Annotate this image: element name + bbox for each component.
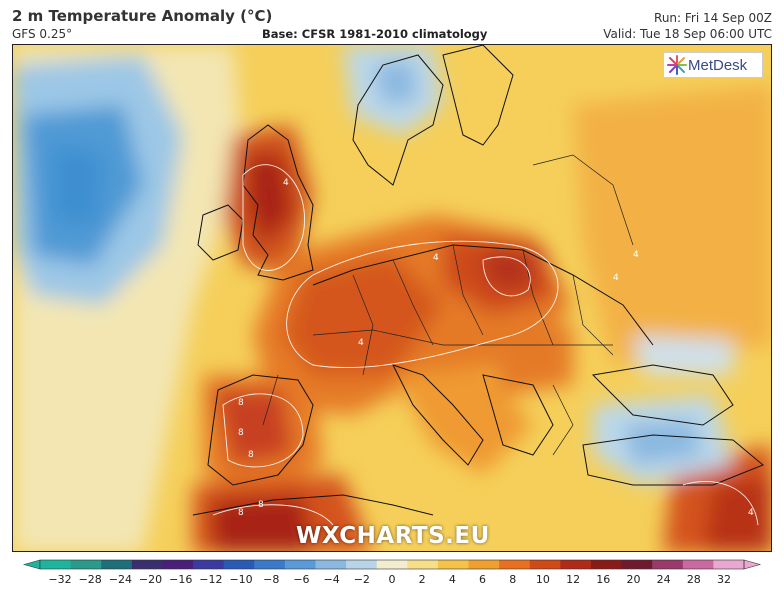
- colorbar-tick-label: 8: [509, 573, 517, 586]
- colorbar-min-arrow: [22, 559, 41, 570]
- colorbar-tick-label: 0: [388, 573, 396, 586]
- contour-label: 4: [283, 178, 289, 188]
- contour-label: 4: [748, 508, 754, 518]
- colorbar-cell: [713, 560, 745, 569]
- colorbar-tick-label: −8: [263, 573, 280, 586]
- colorbar-tick-label: 32: [717, 573, 731, 586]
- colorbar-cell: [284, 560, 316, 569]
- contour-label: 4: [613, 273, 619, 283]
- colorbar-tick-label: 20: [626, 573, 641, 586]
- colorbar-tick-label: −6: [293, 573, 310, 586]
- colorbar-cell: [376, 560, 408, 569]
- colorbar-tick-label: 4: [448, 573, 456, 586]
- colorbar-tick-label: −28: [78, 573, 102, 586]
- metdesk-logo-icon: [667, 55, 687, 75]
- colorbar-tick-label: 6: [479, 573, 487, 586]
- colorbar-cell: [346, 560, 378, 569]
- colorbar-cell: [529, 560, 561, 569]
- colorbar-cell: [560, 560, 592, 569]
- colorbar-cell: [101, 560, 133, 569]
- colorbar: [0, 556, 784, 600]
- temperature-anomaly-map: 4 4 4 4 4 8 8 8 8 8 4: [12, 44, 772, 552]
- colorbar-tick-label: 16: [596, 573, 611, 586]
- colorbar-cell: [652, 560, 684, 569]
- contour-label: 4: [633, 250, 639, 260]
- coastlines: [192, 45, 764, 516]
- colorbar-cell: [682, 560, 714, 569]
- colorbar-cell: [407, 560, 439, 569]
- colorbar-cell: [590, 560, 623, 569]
- contour-label: 4: [358, 338, 364, 348]
- colorbar-tick-label: −12: [199, 573, 223, 586]
- colorbar-cell: [437, 560, 470, 569]
- colorbar-cell: [40, 560, 72, 569]
- colorbar-tick-label: −24: [108, 573, 132, 586]
- map-canvas: 4 4 4 4 4 8 8 8 8 8 4: [13, 45, 771, 551]
- metdesk-logo-text: MetDesk: [688, 57, 748, 74]
- colorbar-cell: [162, 560, 194, 569]
- chart-title: 2 m Temperature Anomaly (°C): [12, 7, 273, 25]
- metdesk-logo: MetDesk: [663, 52, 763, 78]
- climatology-base-label: Base: CFSR 1981-2010 climatology: [262, 27, 488, 41]
- wxcharts-watermark: WXCHARTS.EU: [296, 523, 490, 549]
- anomaly-contours: [212, 164, 759, 526]
- colorbar-tick-label: −10: [229, 573, 253, 586]
- contour-label: 8: [258, 500, 264, 510]
- colorbar-tick-label: 10: [535, 573, 550, 586]
- colorbar-tick-label: −32: [48, 573, 72, 586]
- colorbar-tick-label: −2: [353, 573, 370, 586]
- contour-label: 8: [238, 428, 244, 438]
- colorbar-cell: [621, 560, 653, 569]
- colorbar-border: [39, 559, 745, 570]
- colorbar-cell: [499, 560, 531, 569]
- anomaly-field: [13, 45, 771, 551]
- colorbar-tick-label: −16: [169, 573, 193, 586]
- colorbar-tick-label: 2: [418, 573, 426, 586]
- run-time-label: Run: Fri 14 Sep 00Z: [654, 11, 772, 25]
- colorbar-cell: [223, 560, 255, 569]
- colorbar-tick-label: 28: [686, 573, 701, 586]
- colorbar-cell: [193, 560, 225, 569]
- colorbar-cell: [70, 560, 102, 569]
- colorbar-tick-label: 24: [656, 573, 671, 586]
- colorbar-cell: [315, 560, 347, 569]
- colorbar-cell: [468, 560, 500, 569]
- contour-label: 8: [238, 508, 244, 518]
- colorbar-strip: [22, 559, 762, 570]
- colorbar-tick-label: −20: [138, 573, 163, 586]
- colorbar-tick-label: 12: [566, 573, 581, 586]
- contour-label: 4: [433, 253, 439, 263]
- model-label: GFS 0.25°: [12, 27, 73, 41]
- contour-label: 8: [248, 450, 254, 460]
- contour-label: 8: [238, 398, 244, 408]
- contour-labels: 4 4 4 4 4 8 8 8 8 8 4: [238, 178, 754, 518]
- colorbar-cell: [254, 560, 286, 569]
- valid-time-label: Valid: Tue 18 Sep 06:00 UTC: [603, 27, 772, 41]
- colorbar-cell: [131, 560, 163, 569]
- country-borders: [262, 154, 634, 456]
- colorbar-max-arrow: [743, 559, 762, 570]
- colorbar-tick-label: −4: [323, 573, 340, 586]
